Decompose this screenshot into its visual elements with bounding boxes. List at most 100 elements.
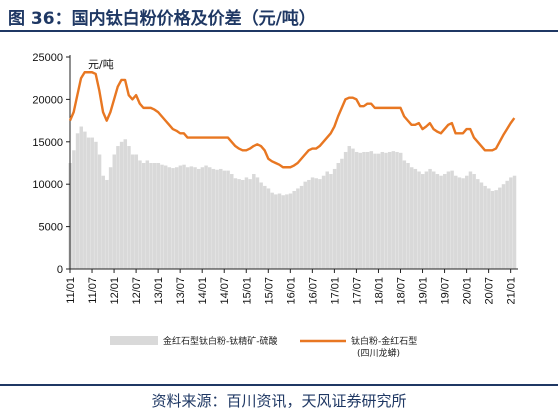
spread-bar-85 (380, 151, 385, 269)
spread-bar-22 (149, 163, 153, 269)
spread-bar-59 (285, 194, 289, 269)
spread-bar-66 (310, 177, 315, 269)
spread-bar-87 (387, 151, 392, 269)
spread-bar-71 (329, 174, 333, 269)
spread-bar-72 (332, 168, 337, 269)
spread-bar-5 (86, 137, 91, 269)
price-line-layer (68, 71, 516, 169)
spread-bar-110 (472, 174, 476, 269)
spread-bar-95 (417, 171, 421, 269)
spread-bar-97 (424, 171, 429, 269)
spread-bar-93 (409, 167, 414, 269)
x-tick-label-20: 21/01 (506, 277, 518, 305)
spread-bar-48 (244, 177, 249, 269)
x-tick-label-11: 16/07 (307, 277, 319, 305)
spread-bar-18 (134, 154, 139, 269)
spread-bar-9 (101, 175, 105, 269)
spread-bar-111 (476, 179, 480, 269)
spread-bar-92 (406, 163, 410, 269)
x-tick-label-18: 20/01 (462, 277, 474, 305)
spread-bar-2 (75, 133, 80, 269)
spread-bar-35 (196, 168, 201, 269)
spread-bar-78 (354, 151, 359, 269)
spread-bar-14 (119, 141, 124, 269)
spread-bar-10 (105, 179, 109, 269)
spread-bar-31 (182, 164, 186, 269)
spread-bar-26 (163, 165, 168, 269)
spread-bar-58 (281, 195, 285, 269)
spread-bar-11 (108, 167, 113, 269)
spread-bar-62 (296, 188, 300, 269)
spread-bar-44 (230, 174, 234, 269)
legend: 金红石型钛白粉-钛精矿-硫酸 钛白粉-金红石型(四川龙蟒) (110, 335, 417, 359)
spread-bar-99 (432, 171, 436, 269)
spread-bar-112 (479, 182, 484, 269)
spread-bar-19 (138, 160, 142, 269)
spread-bar-1 (72, 150, 76, 269)
spread-bar-60 (288, 193, 293, 269)
spread-bar-70 (325, 171, 329, 269)
spread-bar-3 (79, 126, 83, 269)
spread-bar-90 (398, 152, 403, 269)
y-tick-label-2: 10000 (32, 179, 63, 191)
spread-bar-65 (307, 179, 311, 269)
legend-label-price-1: (四川龙蟒) (357, 347, 400, 359)
y-tick-label-3: 15000 (32, 137, 63, 149)
x-tick-label-6: 14/01 (197, 277, 209, 305)
source-note: 资料来源：百川资讯，天风证券研究所 (151, 392, 407, 410)
spread-bar-106 (457, 177, 462, 269)
spread-bar-103 (446, 171, 451, 269)
x-tick-label-13: 17/07 (351, 277, 363, 305)
spread-bar-121 (512, 175, 517, 269)
spread-bar-115 (490, 190, 495, 269)
x-tick-label-10: 16/01 (285, 277, 297, 305)
spread-bar-61 (292, 190, 296, 269)
spread-bar-94 (413, 168, 418, 269)
x-tick-label-2: 12/01 (109, 277, 121, 305)
spread-bar-50 (252, 174, 256, 269)
spread-bar-32 (185, 167, 190, 269)
spread-bar-52 (259, 182, 263, 269)
spread-bar-96 (420, 174, 425, 269)
spread-bar-64 (303, 181, 307, 269)
y-tick-label-4: 20000 (32, 94, 63, 106)
spread-bar-113 (483, 185, 487, 269)
x-tick-label-4: 13/01 (153, 277, 165, 305)
spread-bar-23 (152, 163, 157, 269)
x-tick-label-14: 18/01 (373, 277, 385, 305)
x-tick-label-3: 12/07 (131, 277, 143, 305)
spread-bar-91 (402, 160, 407, 269)
spread-bar-81 (365, 151, 370, 269)
spread-bar-47 (241, 179, 245, 269)
spread-bar-75 (343, 151, 348, 269)
spread-bar-6 (90, 137, 94, 269)
spread-bar-13 (116, 146, 120, 269)
y-tick-label-1: 5000 (39, 222, 63, 234)
unit-label: 元/吨 (88, 58, 114, 71)
price-chart: 0 5000 10000 15000 20000 25000 11/01 11/07 12/0… (32, 52, 518, 359)
spread-bar-86 (384, 152, 388, 269)
spread-bar-37 (204, 165, 208, 269)
spread-bar-82 (369, 151, 374, 269)
spread-bar-108 (465, 175, 469, 269)
spread-bar-51 (255, 177, 260, 269)
spread-bar-98 (428, 168, 432, 269)
spread-bar-34 (193, 167, 197, 269)
spread-area-layer (68, 126, 517, 269)
spread-bar-57 (277, 193, 282, 269)
spread-bar-101 (439, 175, 443, 269)
spread-bar-117 (498, 187, 502, 269)
spread-bar-7 (94, 141, 98, 269)
x-tick-label-9: 15/07 (263, 277, 275, 305)
spread-bar-68 (318, 179, 322, 269)
spread-bar-105 (454, 175, 458, 269)
spread-bar-45 (233, 178, 238, 269)
spread-bar-100 (435, 174, 440, 269)
spread-bar-84 (376, 153, 381, 269)
spread-bar-120 (509, 177, 513, 269)
spread-bar-8 (97, 154, 102, 269)
x-tick-label-1: 11/07 (87, 277, 99, 304)
spread-bar-46 (237, 179, 241, 269)
spread-bar-40 (215, 169, 219, 269)
spread-bar-42 (222, 170, 227, 269)
